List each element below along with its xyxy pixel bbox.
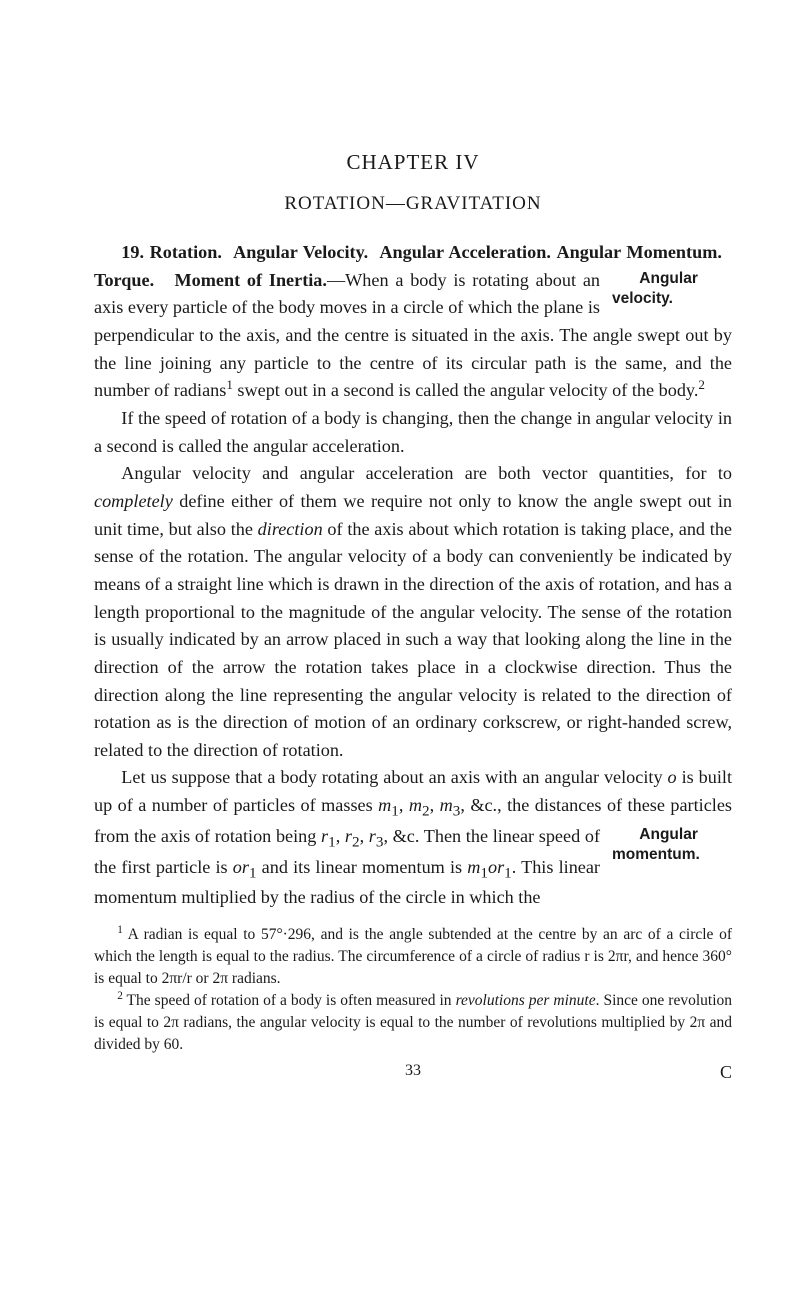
- p4-var-o: o: [668, 767, 677, 787]
- p3-text-c: of the axis about which rotation is taki…: [94, 519, 732, 760]
- p4-var-m3: m: [440, 795, 453, 815]
- p4-var-or1a: or: [233, 857, 249, 877]
- margin-note-angular-momentum: Angular momentum.: [612, 825, 732, 865]
- lead-tail: —When: [327, 270, 389, 290]
- section-heading-part-4: Angular Momentum.: [556, 242, 721, 262]
- footnote-ref-2: 2: [698, 377, 705, 392]
- footnotes: 1 A radian is equal to 57°·296, and is t…: [94, 924, 732, 1056]
- paragraph-2: If the speed of rotation of a body is ch…: [94, 405, 732, 460]
- section-number: 19.: [121, 242, 144, 262]
- signature-mark: C: [720, 1062, 732, 1083]
- p4-i: and its linear momentum is: [257, 857, 468, 877]
- p4-a: Let us suppose that a body rotating abou…: [121, 767, 667, 787]
- paragraph-3: Angular velocity and angular acceleratio…: [94, 460, 732, 764]
- footnote-2-text-a: The speed of rotation of a body is often…: [123, 992, 456, 1009]
- page-number: 33: [405, 1062, 421, 1080]
- section-heading-part-6: Moment of Inertia.: [175, 270, 327, 290]
- p4-subm1b: 1: [480, 864, 488, 881]
- body-text-block: 19. Rotation. Angular Velocity. Angular …: [94, 239, 732, 912]
- p4-var-m2: m: [409, 795, 422, 815]
- p4-sub1: 1: [391, 803, 399, 820]
- p3-text-a: Angular velocity and angular acceleratio…: [121, 463, 732, 483]
- page-footer: 33 C: [94, 1062, 732, 1084]
- section-heading-part-5: Torque.: [94, 270, 154, 290]
- p4-var-or1b: or: [488, 857, 504, 877]
- footnote-1-text: A radian is equal to 57°·296, and is the…: [94, 926, 732, 987]
- section-19-lead: 19. Rotation. Angular Velocity. Angular …: [94, 239, 732, 405]
- footnote-2-em: revolutions per minute: [456, 992, 596, 1009]
- p4-var-m1: m: [378, 795, 391, 815]
- scanned-page: CHAPTER IV ROTATION—GRAVITATION 19. Rota…: [0, 0, 800, 1307]
- p4-sub2: 2: [422, 803, 430, 820]
- p3-em-direction: direction: [258, 519, 323, 539]
- p4-var-r3: r: [369, 826, 376, 846]
- p4-c: ,: [399, 795, 409, 815]
- section-heading-part-3: Angular Acceleration.: [379, 242, 550, 262]
- section-heading-part-2: Angular Velocity.: [233, 242, 368, 262]
- footnote-2: 2 The speed of rotation of a body is oft…: [94, 990, 732, 1056]
- paragraph-4: Let us suppose that a body rotating abou…: [94, 764, 732, 911]
- p3-em-completely: completely: [94, 491, 173, 511]
- margin-note-angular-velocity: Angular velocity.: [612, 269, 732, 309]
- chapter-title: CHAPTER IV: [94, 150, 732, 175]
- p4-f: ,: [336, 826, 345, 846]
- p4-subr2: 2: [352, 833, 360, 850]
- p4-g: ,: [360, 826, 369, 846]
- p4-subr1: 1: [328, 833, 336, 850]
- p1-text-b: swept out in a second is called the angu…: [233, 380, 699, 400]
- p4-var-m1b: m: [467, 857, 480, 877]
- p4-var-r2: r: [345, 826, 352, 846]
- p4-d: ,: [430, 795, 440, 815]
- footnote-1: 1 A radian is equal to 57°·296, and is t…: [94, 924, 732, 990]
- chapter-subtitle: ROTATION—GRAVITATION: [94, 193, 732, 215]
- p4-subor1a: 1: [249, 864, 257, 881]
- p4-subor1b: 1: [504, 864, 512, 881]
- section-heading-part-1: Rotation.: [150, 242, 222, 262]
